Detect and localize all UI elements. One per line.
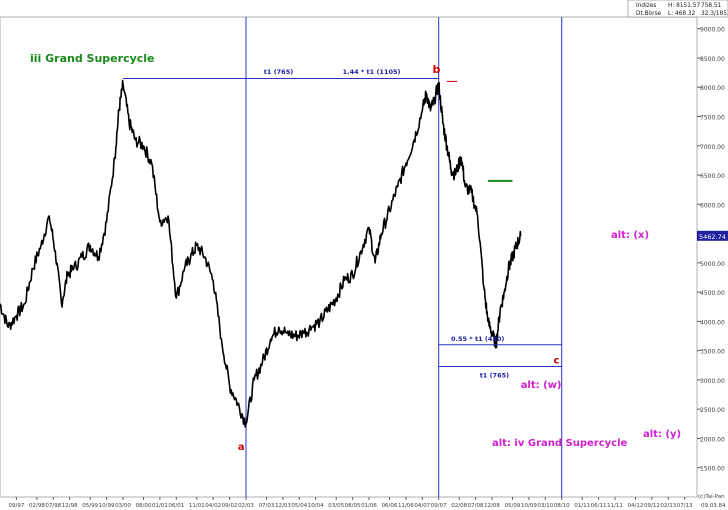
x-tick-label: 06/06 (382, 503, 398, 509)
y-tick-label: 1500.00 (700, 466, 725, 473)
x-tick-label: 05/04 (291, 503, 307, 509)
x-tick-label: 07/03 (259, 503, 275, 509)
last-price-box (697, 230, 728, 241)
y-tick-label: 5000.00 (700, 261, 725, 268)
header-row1-cell: 758.51 (701, 3, 722, 9)
y-tick-label: 3500.00 (700, 349, 725, 356)
alt-iv-label: alt: iv Grand Supercycle (492, 438, 628, 449)
measure-t1-top-label: t1 (765) (264, 68, 293, 76)
x-tick-label: 06/11 (591, 503, 607, 509)
measure-055-label: 0.55 * t1 (420) (451, 335, 504, 343)
alt-w-label: alt: (w) (521, 380, 562, 391)
y-tick-label: 2000.00 (700, 436, 725, 443)
x-tick-label: 04/07 (414, 503, 430, 509)
x-tick-label: 09/02 (222, 503, 238, 509)
x-tick-label: 05/09 (505, 503, 521, 509)
x-tick-label: 08/05 (345, 503, 361, 509)
x-tick-label: 06/01 (168, 503, 184, 509)
alt-y-label: alt: (y) (643, 429, 681, 440)
y-tick-label: 6000.00 (700, 202, 725, 209)
x-tick-label: 02/08 (451, 503, 467, 509)
x-tick-label: 11/06 (398, 503, 414, 509)
price-series-line (0, 79, 522, 428)
alt-x-label: alt: (x) (611, 230, 649, 241)
x-tick-label: 01/01 (152, 503, 168, 509)
x-tick-label: 07/98 (45, 503, 61, 509)
header-row1-cell: H: 8151.57 (668, 3, 700, 9)
x-tick-label: 02/13 (660, 503, 676, 509)
y-tick-label: 4000.00 (700, 319, 725, 326)
x-tick-label: 12/08 (484, 503, 500, 509)
x-tick-label: 10/09 (521, 503, 537, 509)
y-tick-label: 2500.00 (700, 407, 725, 414)
point-a-label: a (238, 442, 245, 453)
y-tick-label: 7500.00 (700, 115, 725, 122)
measure-t1-bottom-label: t1 (765) (480, 371, 509, 379)
plot-area (0, 16, 698, 498)
x-tick-label: 10/04 (308, 503, 324, 509)
header-row1-cell: Indizes (636, 3, 656, 9)
y-tick-label: 6500.00 (700, 173, 725, 180)
x-tick-label: 12/98 (62, 503, 78, 509)
x-tick-label: 03/05 (328, 503, 344, 509)
x-tick-label: 04/02 (205, 503, 221, 509)
main-title: iii Grand Supercycle (30, 52, 155, 65)
x-tick-label: 11/11 (607, 503, 623, 509)
y-tick-label: 9000.00 (700, 27, 725, 34)
x-tick-label: 12/03 (275, 503, 291, 509)
x-tick-label: 07/08 (468, 503, 484, 509)
x-tick-label: 09/12 (644, 503, 660, 509)
measure-144-label: 1.44 * t1 (1105) (343, 68, 401, 76)
x-tick-label: 07/13 (677, 503, 693, 509)
footer-date-label: 09.03.84 (701, 503, 726, 509)
x-tick-label: 03/00 (115, 503, 131, 509)
y-tick-label: 7000.00 (700, 144, 725, 151)
x-tick-label: 01/11 (574, 503, 590, 509)
x-tick-label: 11/01 (189, 503, 205, 509)
x-tick-label: 09/97 (8, 503, 24, 509)
y-tick-label: 8000.00 (700, 85, 725, 92)
header-info-box (627, 0, 728, 18)
x-tick-label: 09/07 (431, 503, 447, 509)
x-tick-label: 05/99 (82, 503, 98, 509)
x-tick-label: 02/03 (238, 503, 254, 509)
header-row2-cell: Dt.Börse (636, 11, 662, 17)
x-tick-label: 03/10 (537, 503, 553, 509)
point-c-label: c (554, 356, 560, 367)
x-tick-label: 01/06 (361, 503, 377, 509)
x-tick-label: 08/10 (554, 503, 570, 509)
x-tick-label: 04/12 (628, 503, 644, 509)
header-row2-cell: 32.3/185.1 (701, 11, 728, 17)
x-tick-label: 08/00 (136, 503, 152, 509)
point-b-label: b (433, 63, 441, 76)
y-tick-label: 8500.00 (700, 56, 725, 63)
y-tick-label: 4500.00 (700, 290, 725, 297)
copyright-label: (c)Tai-Pan (698, 494, 725, 500)
header-row2-cell: L: 468.32 (668, 11, 696, 17)
x-tick-label: 02/98 (29, 503, 45, 509)
y-tick-label: 3000.00 (700, 378, 725, 385)
x-tick-label: 10/99 (99, 503, 115, 509)
last-price-label: 5462.74 (699, 233, 726, 241)
